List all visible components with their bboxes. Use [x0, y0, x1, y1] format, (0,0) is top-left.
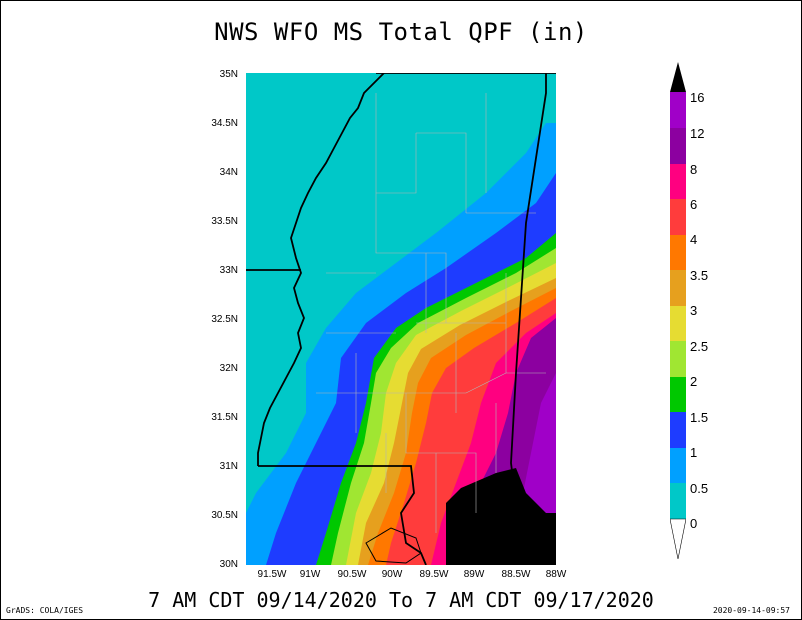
cbar-label-1-5: 1.5	[690, 410, 709, 425]
lat-label-30n: 30N	[219, 559, 238, 570]
colorbar-swatch-12	[670, 128, 686, 164]
qpf-map	[246, 73, 556, 565]
colorbar-swatch-16	[670, 92, 686, 128]
cbar-label-16: 16	[690, 90, 705, 105]
lon-label-91-5w: 91.5W	[257, 569, 287, 580]
colorbar-swatch-8	[670, 164, 686, 199]
cbar-label-2: 2	[690, 374, 698, 389]
cbar-label-2-5: 2.5	[690, 339, 709, 354]
colorbar-swatch-6	[670, 199, 686, 235]
lon-label-89-5w: 89.5W	[419, 569, 449, 580]
cbar-label-1: 1	[690, 445, 698, 460]
cbar-label-12: 12	[690, 126, 705, 141]
colorbar-swatch-2	[670, 377, 686, 412]
map-title: NWS WFO MS Total QPF (in)	[214, 18, 588, 46]
lon-label-89w: 89W	[463, 569, 485, 580]
lat-label-32n: 32N	[219, 363, 238, 374]
lat-label-31n: 31N	[219, 461, 238, 472]
cbar-label-0-5: 0.5	[690, 481, 709, 496]
colorbar-swatch-3-5	[670, 270, 686, 306]
cbar-label-4: 4	[690, 232, 698, 247]
lat-label-31-5n: 31.5N	[211, 412, 238, 423]
colorbar-swatch-4	[670, 235, 686, 270]
colorbar-top-arrow	[670, 62, 686, 92]
lat-label-32-5n: 32.5N	[211, 314, 238, 325]
colorbar-swatch-1-5	[670, 412, 686, 448]
lon-label-91w: 91W	[299, 569, 321, 580]
lon-label-88-5w: 88.5W	[501, 569, 531, 580]
lat-label-33n: 33N	[219, 265, 238, 276]
colorbar-swatch-3	[670, 306, 686, 341]
lat-label-33-5n: 33.5N	[211, 216, 238, 227]
lat-label-35n: 35N	[219, 69, 238, 80]
county-borders	[316, 93, 546, 533]
cbar-label-3-5: 3.5	[690, 268, 709, 283]
state-borders	[246, 73, 556, 565]
cbar-label-6: 6	[690, 197, 698, 212]
lake-pontchartrain	[365, 527, 422, 564]
colorbar	[670, 62, 686, 559]
colorbar-swatch-0-5	[670, 483, 686, 519]
cbar-label-3: 3	[690, 303, 698, 318]
lat-label-34n: 34N	[219, 167, 238, 178]
colorbar-swatch-1	[670, 448, 686, 483]
valid-period: 7 AM CDT 09/14/2020 To 7 AM CDT 09/17/20…	[148, 588, 654, 612]
cbar-label-0: 0	[690, 516, 698, 531]
lon-label-88w: 88W	[545, 569, 567, 580]
lon-label-90w: 90W	[381, 569, 403, 580]
generated-timestamp: 2020-09-14-09:57	[712, 606, 790, 615]
grads-credit: GrADS: COLA/IGES	[6, 606, 84, 615]
lat-label-34-5n: 34.5N	[211, 118, 238, 129]
colorbar-bottom-arrow	[670, 518, 686, 559]
lon-label-90-5w: 90.5W	[337, 569, 367, 580]
gulf-water-mask	[446, 468, 556, 565]
lat-label-30-5n: 30.5N	[211, 510, 238, 521]
colorbar-swatch-2-5	[670, 341, 686, 377]
cbar-label-8: 8	[690, 162, 698, 177]
